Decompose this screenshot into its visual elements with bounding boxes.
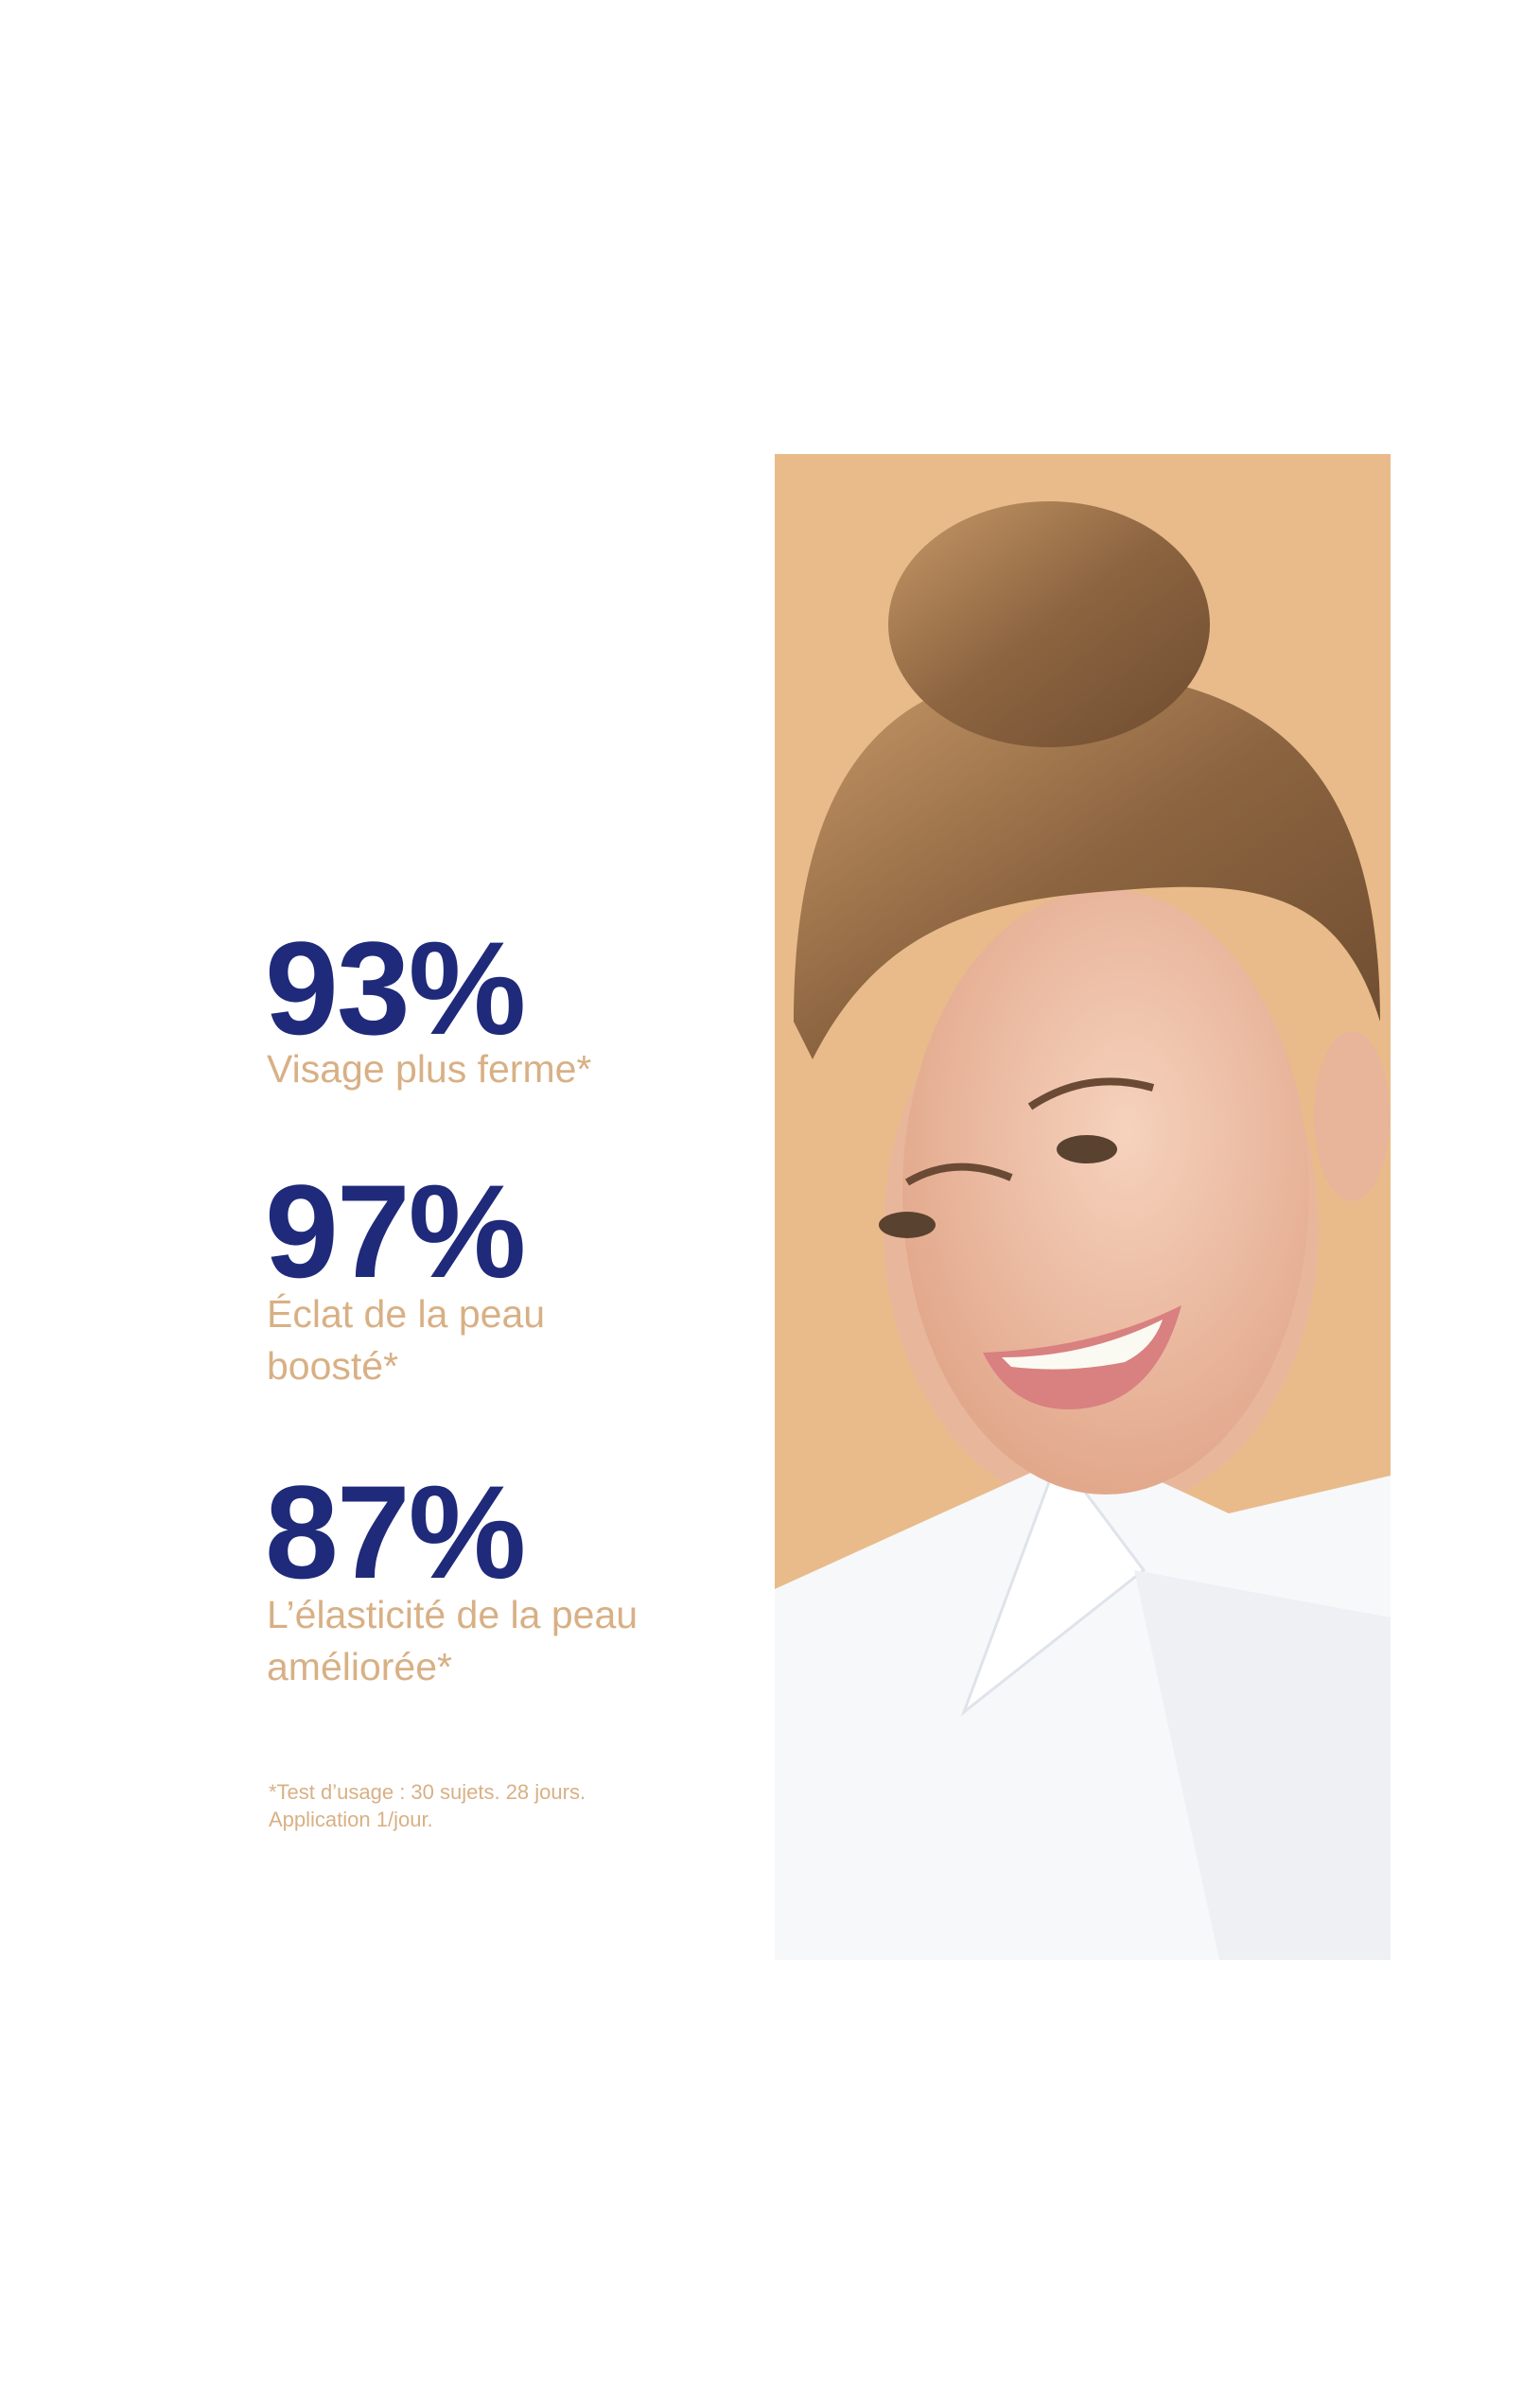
stat-label: L’élasticité de la peau: [267, 1593, 639, 1636]
stat-value: 97%: [265, 1157, 526, 1305]
stat-value: 93%: [265, 914, 526, 1062]
footnote-line: *Test d’usage : 30 sujets. 28 jours.: [269, 1780, 586, 1804]
footnote-line: Application 1/jour.: [269, 1808, 433, 1831]
model-photo: [775, 454, 1391, 1960]
stat-label: Visage plus ferme*: [267, 1047, 592, 1091]
stat-value: 87%: [265, 1458, 526, 1606]
stat-label: Éclat de la peau: [267, 1292, 546, 1336]
stat-label: boosté*: [267, 1344, 399, 1388]
stat-label: améliorée*: [267, 1645, 452, 1688]
